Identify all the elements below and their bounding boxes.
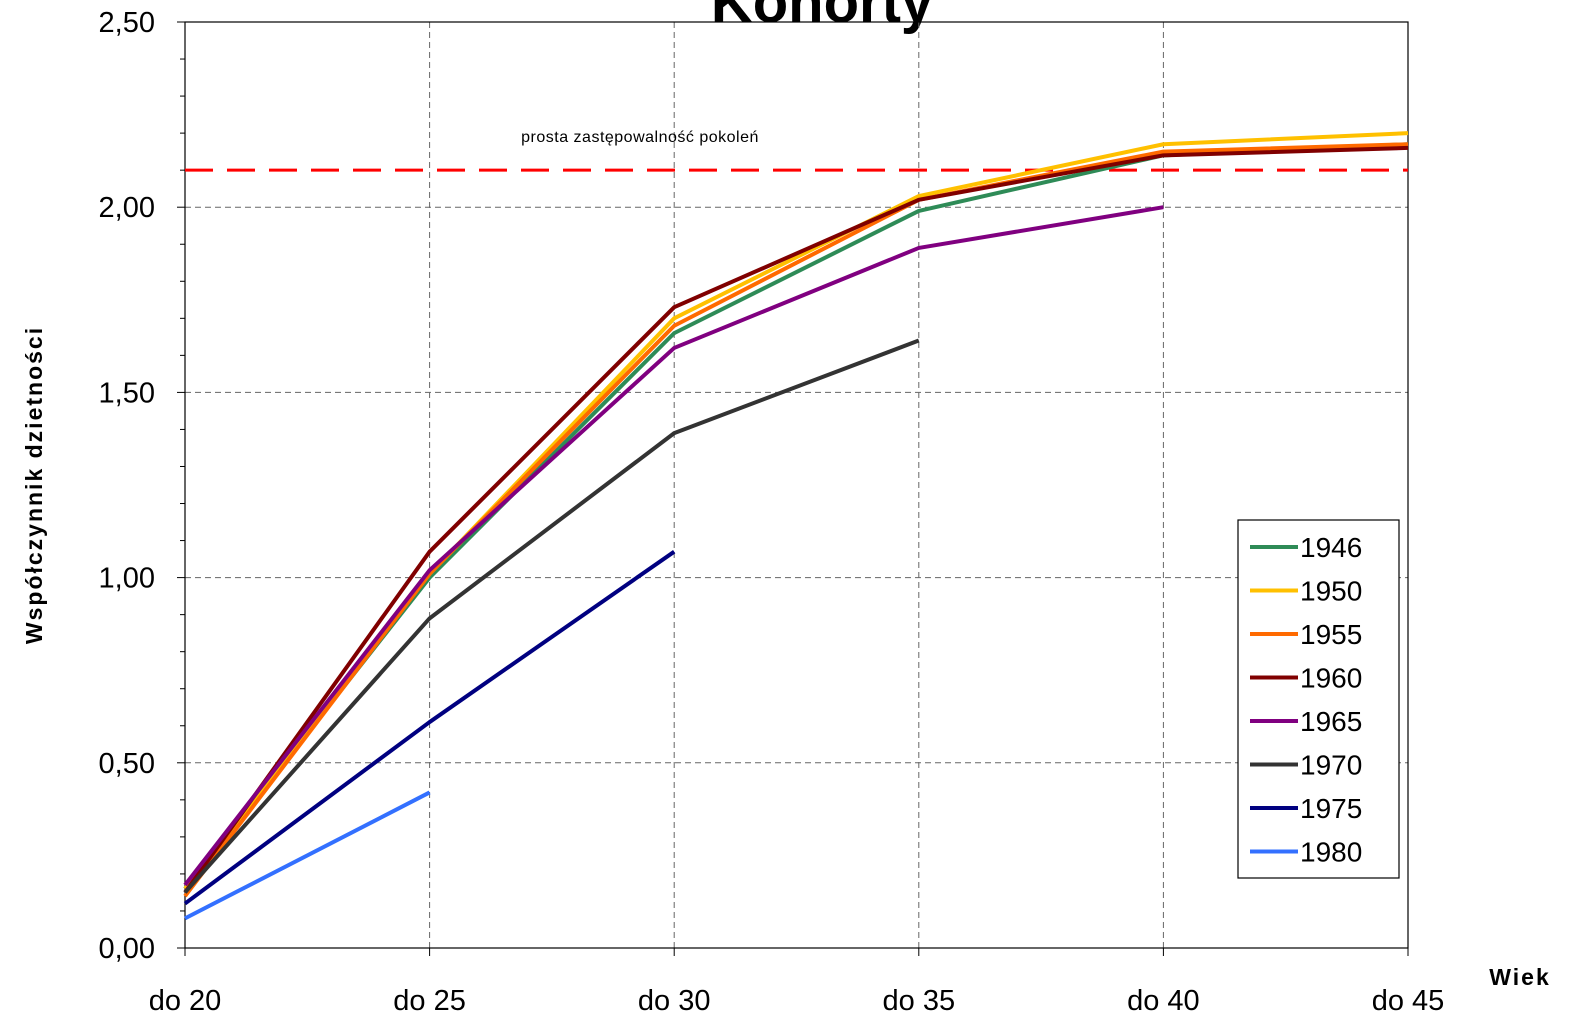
legend-label-1955: 1955 bbox=[1300, 619, 1362, 650]
axes: 0,00 0,50 1,00 1,50 2,00 2,50 do 20 do 25 do 30 d… bbox=[99, 7, 1445, 1017]
reference-line-group: prosta zastępowalność pokoleń bbox=[185, 129, 1408, 172]
x-tick-label: do 45 bbox=[1372, 985, 1445, 1017]
replacement-level-annotation: prosta zastępowalność pokoleń bbox=[521, 129, 759, 146]
legend-label-1950: 1950 bbox=[1300, 576, 1362, 607]
legend-label-1975: 1975 bbox=[1300, 793, 1362, 824]
x-tick-label: do 40 bbox=[1127, 985, 1200, 1017]
x-tick-label: do 35 bbox=[883, 985, 956, 1017]
x-tick-label: do 30 bbox=[638, 985, 711, 1017]
series-line-1965 bbox=[183, 205, 1164, 887]
y-tick-label: 2,50 bbox=[99, 7, 155, 39]
legend-label-1980: 1980 bbox=[1300, 837, 1362, 868]
y-tick-label: 0,50 bbox=[99, 748, 155, 780]
series-line-1960 bbox=[183, 145, 1409, 894]
plot-area-frame bbox=[184, 21, 1409, 949]
x-tick-label: do 20 bbox=[149, 985, 222, 1017]
legend-label-1960: 1960 bbox=[1300, 663, 1362, 694]
legend-label-1965: 1965 bbox=[1300, 706, 1362, 737]
y-tick-label: 0,00 bbox=[99, 933, 155, 965]
y-tick-label: 2,00 bbox=[99, 192, 155, 224]
series-line-1975 bbox=[183, 550, 676, 906]
legend: 1946 1950 1955 1960 1965 1970 1975 1980 bbox=[1237, 519, 1400, 879]
series-lines bbox=[183, 131, 1409, 921]
chart-title: Kohorty bbox=[711, 0, 933, 35]
legend-label-1946: 1946 bbox=[1300, 532, 1362, 563]
x-tick-label: do 25 bbox=[393, 985, 466, 1017]
series-line-1950 bbox=[183, 131, 1409, 890]
y-tick-label: 1,50 bbox=[99, 377, 155, 409]
y-tick-label: 1,00 bbox=[99, 563, 155, 595]
legend-box bbox=[1237, 519, 1400, 879]
series-line-1970 bbox=[183, 338, 920, 894]
series-line-1980 bbox=[184, 790, 431, 921]
series-line-1955 bbox=[183, 142, 1409, 898]
grid-lines bbox=[185, 22, 1408, 948]
x-axis-title: Wiek bbox=[1489, 964, 1550, 990]
legend-label-1970: 1970 bbox=[1300, 750, 1362, 781]
y-axis-title: Współczynnik dzietności bbox=[21, 326, 47, 644]
